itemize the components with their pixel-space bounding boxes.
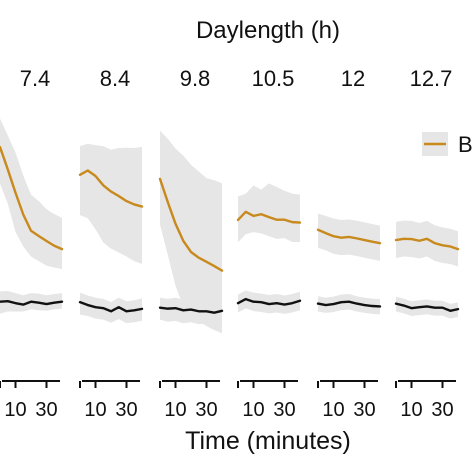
facet-panel: 9.8 10 30: [158, 66, 224, 421]
facet-label: 8.4: [100, 66, 131, 91]
x-tick-label: 30: [35, 399, 57, 421]
confidence-band: [80, 143, 142, 264]
series-line: [78, 169, 144, 208]
series-line: [316, 300, 382, 308]
x-axis-label: Time (minutes): [185, 427, 351, 455]
facet-label: 9.8: [180, 66, 211, 91]
confidence-band: [0, 118, 62, 269]
facet-panel: 12 10 30: [316, 66, 382, 421]
facet-panel: 12.7 10 30: [394, 66, 460, 421]
series-line: [78, 300, 144, 313]
series-line: [0, 145, 64, 251]
x-tick-label: 30: [195, 399, 217, 421]
series-line: [158, 306, 224, 314]
series-line: [236, 210, 302, 224]
confidence-band: [396, 220, 458, 267]
x-tick-label: 10: [84, 399, 106, 421]
chart-title: Daylength (h): [196, 17, 340, 44]
facet-label: 10.5: [252, 66, 295, 91]
confidence-band: [238, 183, 300, 243]
facet-panel: 10.5 10 30: [236, 66, 302, 421]
series-line: [394, 237, 460, 251]
confidence-band: [160, 297, 222, 326]
x-tick-label: 30: [273, 399, 295, 421]
x-tick-label: 10: [242, 399, 264, 421]
x-tick-label: 10: [164, 399, 186, 421]
series-line: [316, 228, 382, 245]
facet-label: 12.7: [410, 66, 453, 91]
series-line: [394, 302, 460, 312]
legend: B: [422, 132, 473, 157]
x-tick-label: 30: [431, 399, 453, 421]
series-line: [0, 300, 64, 306]
x-tick-label: 30: [115, 399, 137, 421]
confidence-band: [160, 130, 222, 334]
x-tick-label: 10: [322, 399, 344, 421]
x-tick-label: 30: [353, 399, 375, 421]
confidence-band: [238, 290, 300, 314]
series-line: [236, 297, 302, 306]
confidence-band: [80, 292, 142, 324]
facet-label: 12: [341, 66, 365, 91]
facet-label: 7.4: [20, 66, 51, 91]
legend-label: B: [458, 132, 473, 157]
confidence-band: [318, 294, 380, 315]
facet-panel: 7.4 10 30: [0, 66, 64, 421]
x-tick-label: 10: [400, 399, 422, 421]
x-tick-label: 10: [4, 399, 26, 421]
facet-panel: 8.4 10 30: [78, 66, 144, 421]
series-line: [158, 177, 224, 272]
